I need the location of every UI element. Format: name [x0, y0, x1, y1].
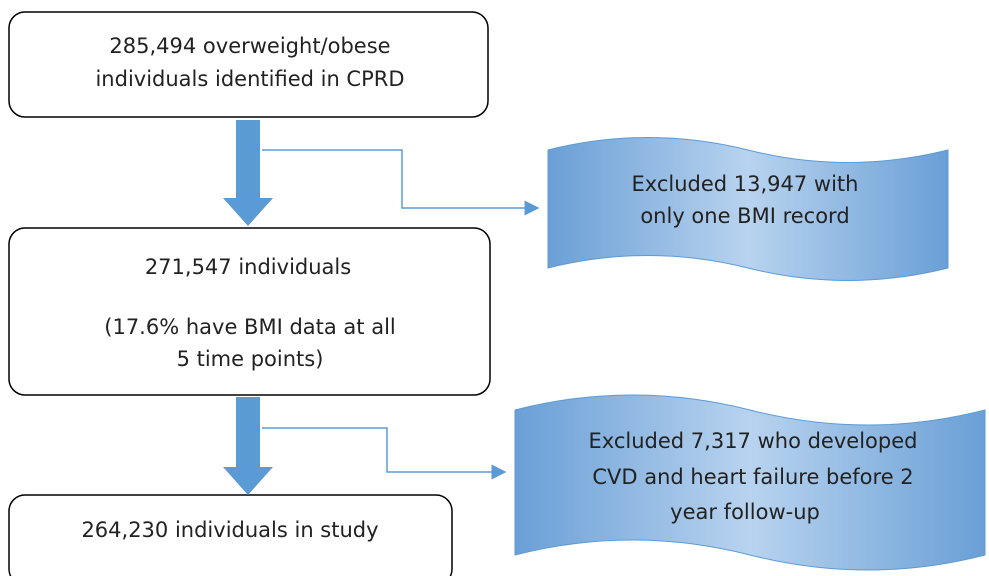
- exclusion-text: year follow-up: [670, 500, 820, 524]
- node-text: 264,230 individuals in study: [81, 518, 378, 542]
- exclusion-text: Excluded 13,947 with: [632, 172, 859, 196]
- node-text: (17.6% have BMI data at all: [104, 315, 395, 339]
- connector: [262, 427, 507, 480]
- exclusion-shape: [547, 137, 949, 281]
- exclusion-text: CVD and heart failure before 2: [592, 465, 913, 489]
- exclusion-shape: [514, 394, 986, 571]
- box: [8, 494, 453, 576]
- flow-arrow: [223, 120, 273, 226]
- box: [8, 227, 491, 396]
- node-text: individuals identified in CPRD: [95, 67, 404, 91]
- node-text: 5 time points): [177, 347, 324, 371]
- flow-arrow: [223, 397, 273, 495]
- box: [8, 11, 489, 118]
- node-text: 285,494 overweight/obese: [109, 34, 390, 58]
- exclusion-text: Excluded 7,317 who developed: [589, 429, 918, 453]
- node-text: 271,547 individuals: [145, 255, 351, 279]
- connector: [262, 149, 540, 216]
- exclusion-text: only one BMI record: [640, 204, 849, 228]
